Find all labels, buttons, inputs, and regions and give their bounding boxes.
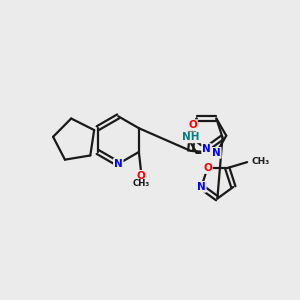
Text: NH: NH — [182, 132, 199, 142]
Text: N: N — [202, 144, 211, 154]
Text: N: N — [114, 159, 123, 169]
Text: O: O — [203, 163, 212, 173]
Text: CH₃: CH₃ — [251, 157, 269, 166]
Text: O: O — [188, 120, 197, 130]
Text: N: N — [197, 182, 206, 192]
Text: N: N — [212, 148, 221, 158]
Text: O: O — [136, 171, 145, 181]
Text: CH₃: CH₃ — [132, 179, 149, 188]
